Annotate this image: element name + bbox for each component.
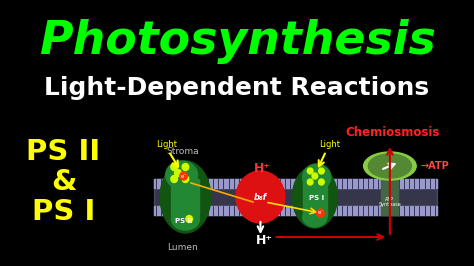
Text: Chemiosmosis: Chemiosmosis [345,127,439,139]
Circle shape [174,169,181,177]
Circle shape [312,173,318,179]
Circle shape [171,164,177,171]
Circle shape [186,215,192,222]
Text: PS I: PS I [32,198,95,226]
Text: e⁻: e⁻ [181,173,187,178]
Bar [171,179,200,215]
Ellipse shape [166,161,198,189]
Circle shape [317,209,324,217]
Ellipse shape [303,207,327,227]
Circle shape [182,176,189,182]
Text: H⁺: H⁺ [254,163,271,176]
Text: &: & [51,168,76,196]
Ellipse shape [292,166,337,228]
Text: Photosynthesis: Photosynthesis [38,19,436,64]
Text: Light: Light [156,140,177,149]
Bar [154,179,437,215]
Ellipse shape [160,161,211,233]
Bar [303,179,327,215]
Text: b₆f: b₆f [254,193,267,202]
Circle shape [307,179,313,185]
Circle shape [182,164,189,171]
Circle shape [307,168,313,174]
Text: Lumen: Lumen [167,243,197,251]
Circle shape [319,179,324,185]
Text: ATP
Synthase: ATP Synthase [379,197,401,207]
Circle shape [319,168,324,174]
Text: PS II: PS II [27,138,100,166]
Circle shape [180,172,187,180]
Text: e⁻: e⁻ [318,210,324,215]
Bar [154,179,437,188]
Text: Light-Dependent Reactions: Light-Dependent Reactions [45,76,429,100]
Circle shape [171,176,177,182]
Ellipse shape [364,152,416,180]
Text: PS II: PS II [175,218,192,224]
Ellipse shape [303,164,331,190]
Bar [154,206,437,215]
Ellipse shape [171,208,200,230]
Ellipse shape [368,154,411,178]
Text: Light: Light [319,140,340,149]
Text: Stroma: Stroma [167,148,199,156]
Circle shape [236,171,285,223]
Text: PS I: PS I [309,195,324,201]
Text: →ATP: →ATP [421,161,450,171]
Bar [382,179,398,215]
Text: H⁺: H⁺ [255,235,273,247]
